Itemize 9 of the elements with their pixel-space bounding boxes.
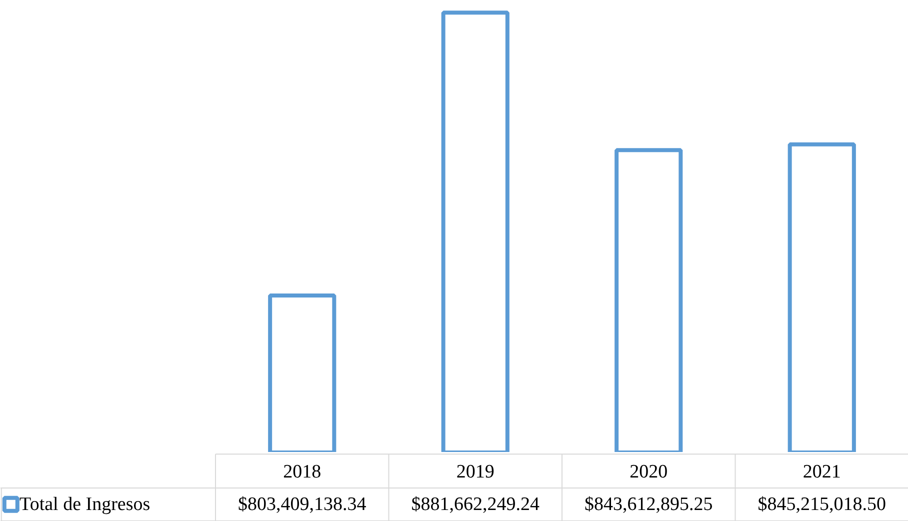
x-tick-label: 2019	[456, 462, 494, 483]
data-label: $803,409,138.34	[238, 494, 367, 515]
x-tick-label: 2021	[802, 462, 841, 483]
data-label: $881,662,249.24	[411, 494, 540, 515]
x-tick-label: 2020	[630, 462, 668, 483]
data-label: $843,612,895.25	[584, 494, 713, 515]
data-label: $845,215,018.50	[758, 494, 886, 515]
legend-label: Total de Ingresos	[20, 494, 150, 515]
x-tick-label: 2018	[283, 462, 322, 483]
